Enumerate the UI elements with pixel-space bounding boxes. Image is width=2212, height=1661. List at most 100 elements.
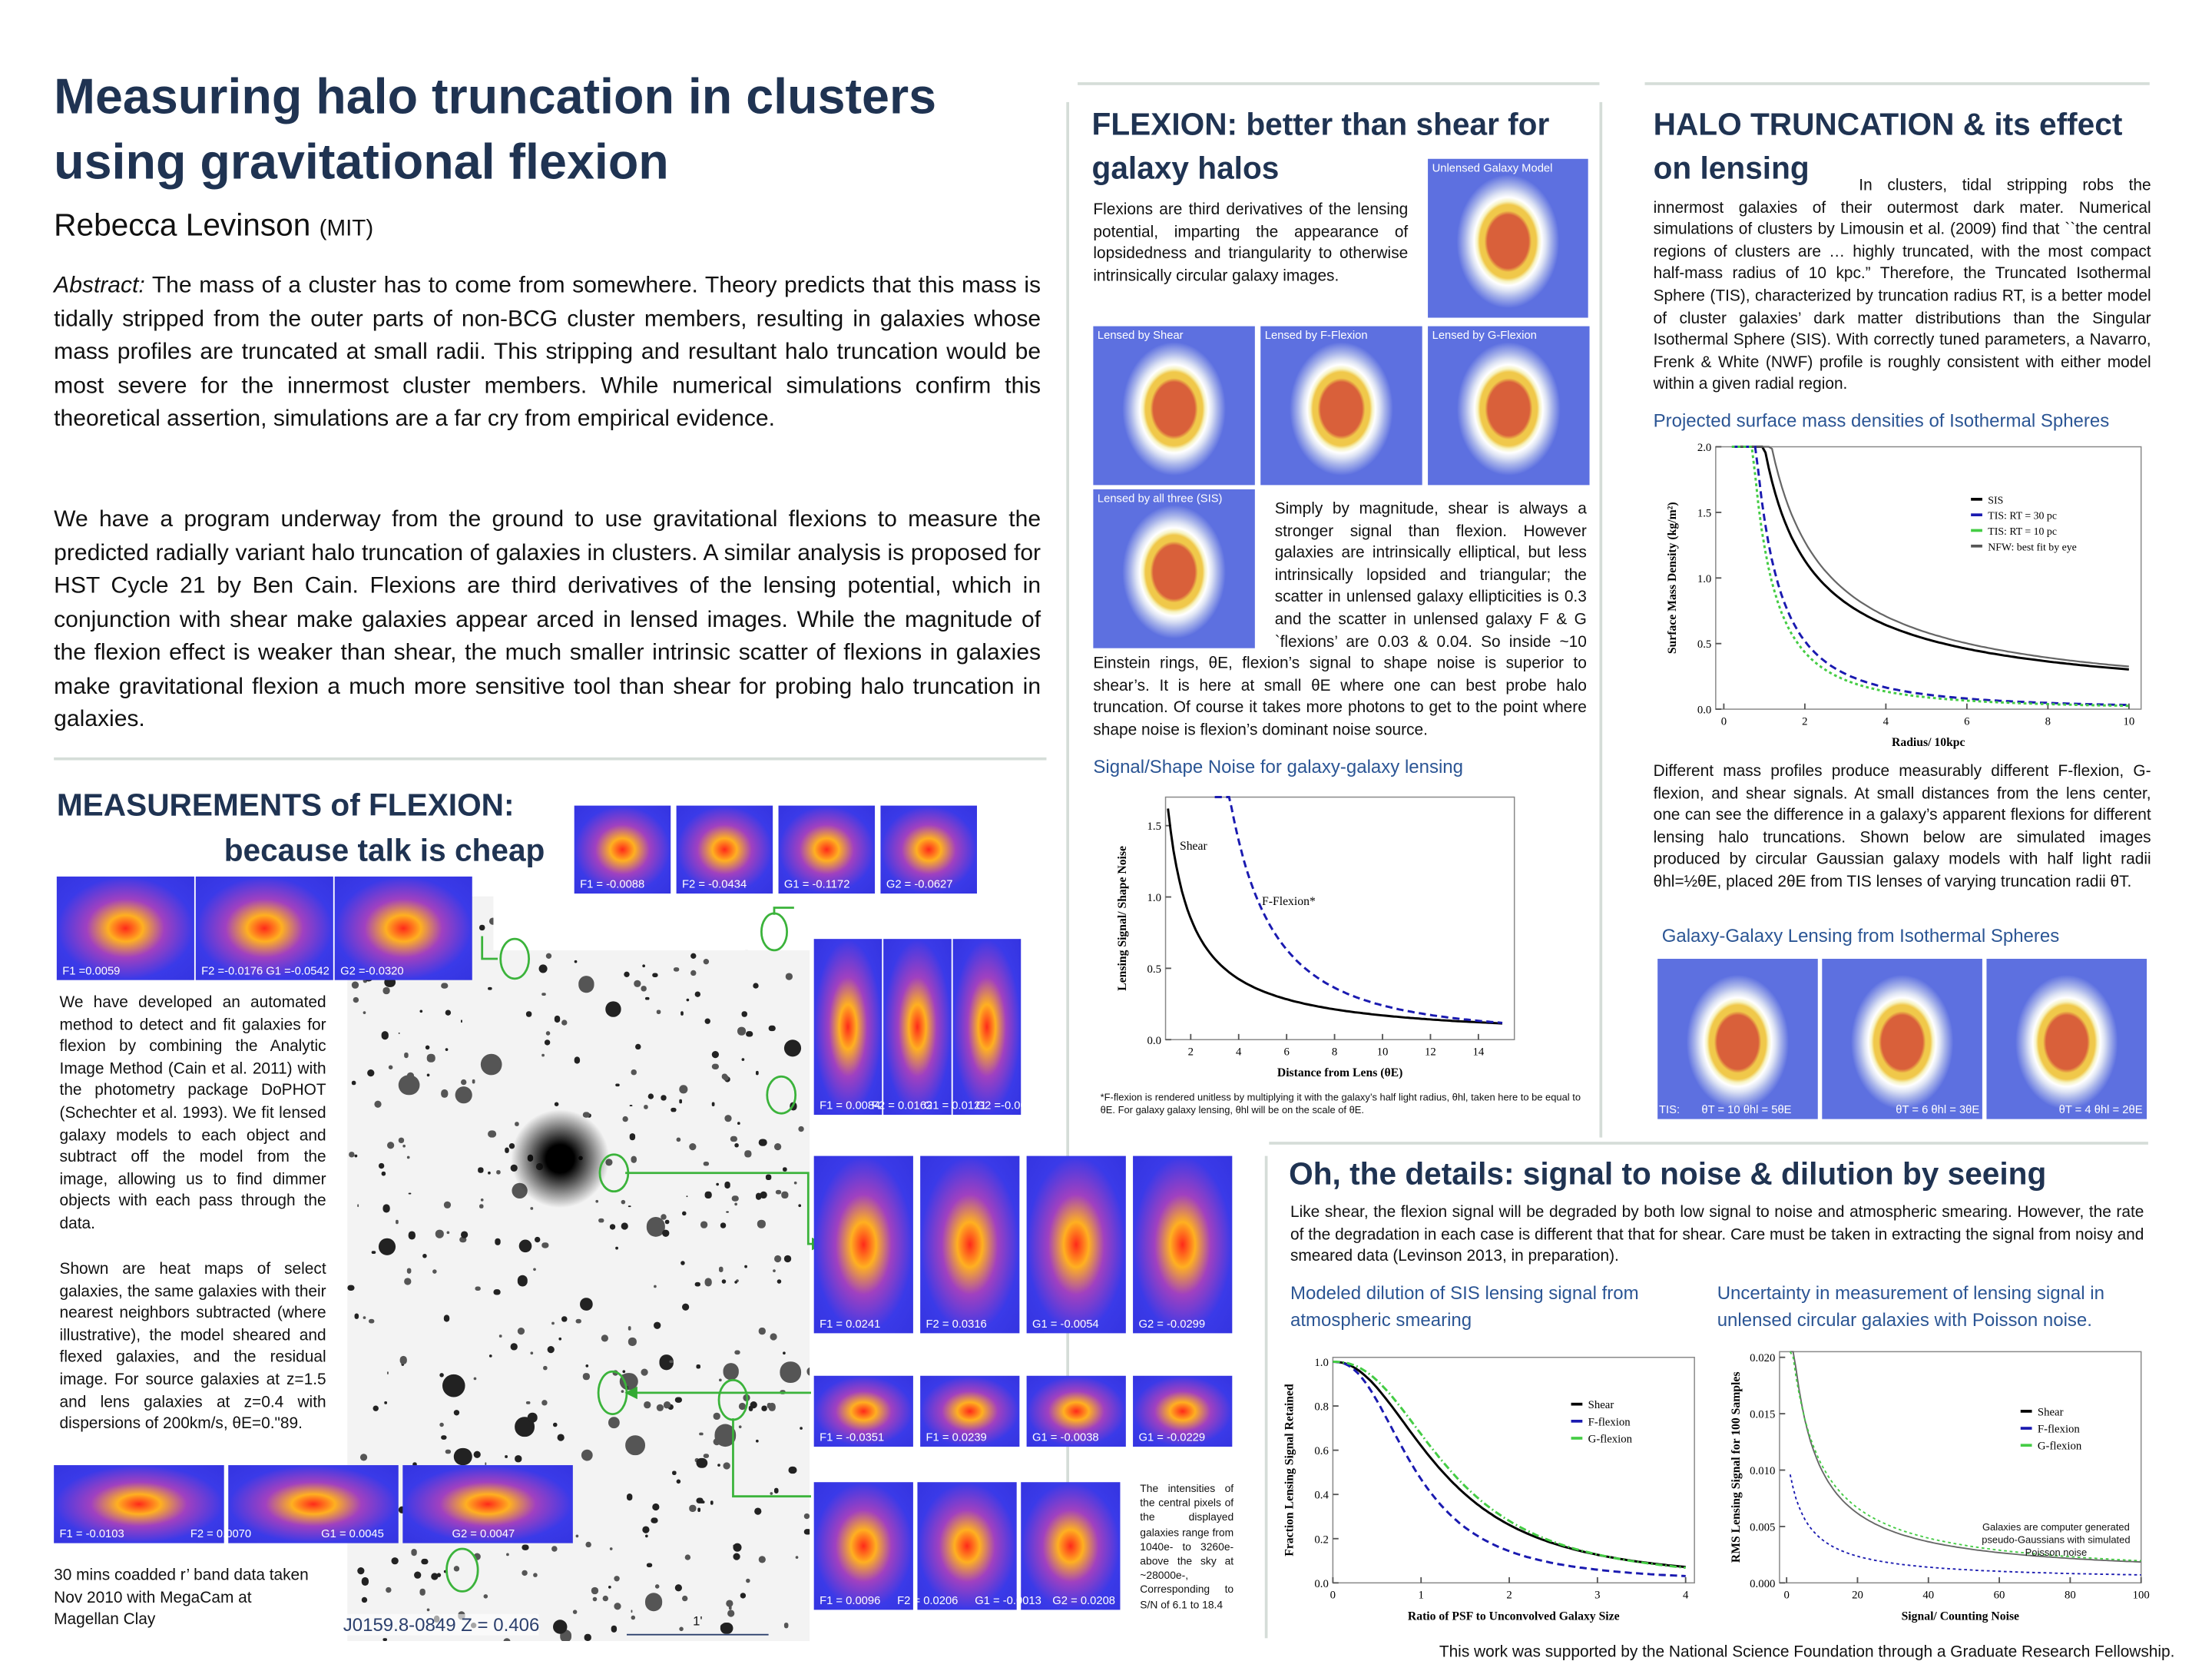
heat-map-label: F1 = 0.0096 [820,1594,881,1607]
star [759,1328,766,1335]
star [661,1094,667,1100]
star [488,1130,496,1138]
curve [1731,446,2129,707]
plot-frame [1164,796,1515,1040]
galaxy-panel [1093,489,1255,648]
star [545,1039,551,1046]
star [598,1218,604,1224]
star [694,1281,700,1288]
star [628,1327,632,1331]
star [684,1555,690,1561]
section-title: FLEXION: better than shear for galaxy ha… [1091,106,1550,186]
star [583,1112,590,1119]
galaxy-panel [1093,326,1255,486]
x-tick-label: 40 [1922,1590,1934,1602]
x-axis-label: Signal/ Counting Noise [1902,1610,2019,1623]
star [731,1195,738,1202]
star [608,1417,621,1429]
star [680,1011,684,1015]
heat-map-label: F1 = -0.0351 [820,1431,885,1444]
y-tick-label: 1.0 [1314,1357,1328,1369]
star [378,1237,396,1256]
y-tick-label: 0.005 [1750,1521,1775,1533]
footer: This work was supported by the National … [1439,1643,2175,1661]
star [776,1189,781,1195]
star [381,1171,386,1175]
star [680,1261,685,1265]
star [395,1220,399,1224]
star [741,1057,745,1061]
legend-label: SIS [1988,494,2003,506]
panel-label: Lensed by G-Flexion [1432,329,1537,342]
star [493,1288,500,1295]
star [733,1543,743,1553]
star [653,1322,661,1330]
x-tick-label: 6 [1964,715,1969,728]
star [628,1337,637,1346]
star [654,1285,657,1288]
heat-map [952,939,1022,1116]
heat-map-label: F1 = 0.0084 [820,1099,881,1112]
x-tick-label: 4 [1683,1590,1689,1602]
star [505,1455,508,1458]
heat-map [813,1155,913,1334]
star [755,1192,762,1200]
author: Rebecca Levinson [54,207,311,243]
y-tick-label: 0.0 [1147,1035,1161,1047]
star [652,972,658,978]
measure-text-2: Shown are heat maps of select galaxies, … [59,1261,326,1433]
x-axis-label: Distance from Lens (θE) [1277,1066,1402,1079]
star [479,924,485,930]
divider [1599,101,1603,1138]
star [510,1343,517,1351]
mask [493,893,813,950]
star [623,970,631,978]
star [541,1400,548,1407]
y-tick-label: 0.015 [1750,1409,1775,1421]
legend-label: Shear [2038,1406,2064,1418]
star [441,982,449,990]
y-tick-label: 0.5 [1697,638,1711,651]
heat-map [195,876,333,980]
star [657,1404,664,1412]
star [419,1010,422,1013]
y-tick-label: 1.5 [1697,507,1711,519]
star [366,1069,374,1076]
star [421,1558,428,1565]
divider [1264,1155,1268,1639]
heat-map [883,939,952,1116]
panel-label: TIS: [1658,1103,1681,1116]
star [690,970,697,976]
heat-map [1026,1155,1126,1334]
star [403,1053,409,1059]
star [362,1596,368,1603]
star [716,1183,720,1186]
star [426,1607,430,1612]
star [541,1053,545,1056]
heat-map-label: F1 = 0.0241 [820,1318,881,1331]
heat-map [1026,1375,1126,1447]
heat-map-label: F2 = 0.0316 [926,1318,987,1331]
star [699,1432,704,1437]
star [734,1143,739,1149]
star [685,998,690,1002]
heat-map-label: G1 = 0.0121 [923,1099,987,1112]
intensity-note: The intensities of the central pixels of… [1140,1482,1234,1611]
star [753,1507,762,1515]
star [388,1065,393,1069]
star [710,1500,714,1504]
star [722,1279,727,1285]
curve [1333,1361,1686,1577]
plot-note-box: Galaxies are computer generated pseudo-G… [1982,1523,2130,1559]
heat-map-label: G1 = 0.0045 [321,1527,384,1540]
star [753,983,760,990]
star [780,1361,801,1383]
curve [1736,446,2129,671]
heat-map [334,876,472,980]
star [561,1316,568,1322]
star [633,980,641,988]
star [398,1032,401,1035]
star [382,987,390,995]
star [382,1204,390,1212]
